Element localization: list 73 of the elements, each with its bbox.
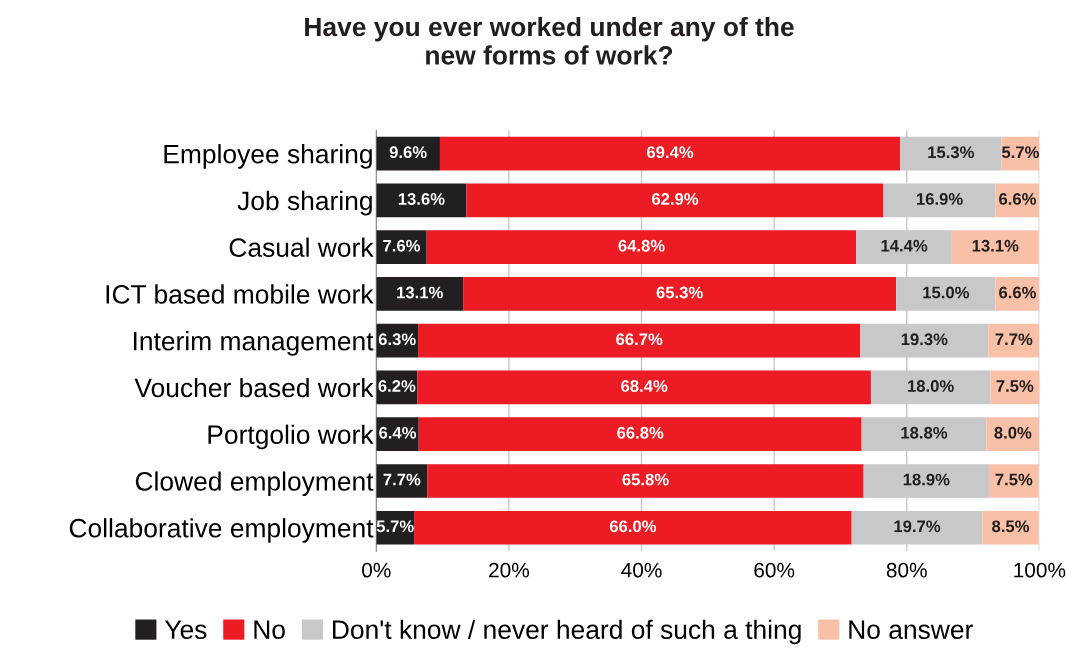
y-tick-label: Job sharing bbox=[237, 190, 372, 216]
bar bbox=[986, 417, 1040, 452]
data-label: 65.3% bbox=[656, 286, 703, 299]
data-label: 66.7% bbox=[616, 333, 663, 346]
x-tick-label: 40% bbox=[621, 562, 662, 578]
y-tick-label: Voucher based work bbox=[134, 377, 374, 398]
legend-label: Don't know / never heard of such a thing bbox=[333, 619, 801, 645]
chart-title: Have you ever worked under any of the new forms of work? bbox=[305, 16, 794, 65]
data-label: 5.7% bbox=[1001, 146, 1040, 159]
bar bbox=[417, 370, 871, 405]
data-label: 6.2% bbox=[378, 380, 416, 392]
bar bbox=[427, 464, 864, 498]
bar bbox=[466, 183, 884, 218]
data-label: 7.7% bbox=[383, 473, 421, 486]
y-tick-label: Clowed employment bbox=[135, 471, 374, 496]
bar bbox=[988, 323, 1040, 358]
data-label: 7.7% bbox=[995, 333, 1033, 346]
bar bbox=[376, 464, 428, 498]
data-label: 19.7% bbox=[894, 520, 941, 533]
x-tick-label: 0% bbox=[362, 562, 391, 578]
bar bbox=[463, 277, 897, 311]
data-label: 9.6% bbox=[389, 146, 427, 159]
y-tick-label: Interim management bbox=[133, 331, 374, 356]
data-label: 5.7% bbox=[376, 520, 414, 533]
bar bbox=[414, 510, 852, 545]
data-label: 65.8% bbox=[622, 473, 669, 486]
data-label: 8.0% bbox=[994, 426, 1032, 439]
data-label: 13.1% bbox=[972, 239, 1019, 252]
data-label: 18.9% bbox=[903, 473, 950, 486]
y-tick-label: Casual work bbox=[229, 237, 374, 257]
x-tick-label: 80% bbox=[886, 562, 927, 578]
data-label: 66.0% bbox=[609, 520, 657, 533]
data-label: 18.8% bbox=[901, 426, 948, 439]
bar bbox=[418, 323, 861, 358]
bar bbox=[951, 230, 1039, 264]
data-label: 68.4% bbox=[621, 380, 668, 392]
data-label: 13.6% bbox=[398, 193, 445, 205]
data-label: 15.3% bbox=[928, 146, 975, 159]
data-label: 13.1% bbox=[397, 286, 443, 299]
legend-label: No bbox=[254, 620, 285, 640]
data-label: 66.8% bbox=[617, 426, 664, 439]
legend-label: No answer bbox=[849, 620, 973, 640]
data-label: 6.6% bbox=[999, 286, 1037, 299]
data-label: 6.4% bbox=[379, 426, 417, 439]
data-label: 16.9% bbox=[916, 193, 963, 205]
y-tick-label: ICT based mobile work bbox=[106, 284, 374, 304]
y-tick-label: Portgolio work bbox=[208, 424, 374, 450]
data-label: 7.6% bbox=[383, 239, 421, 252]
bar bbox=[439, 136, 901, 171]
x-tick-label: 100% bbox=[1014, 562, 1066, 578]
x-tick-label: 20% bbox=[489, 562, 530, 578]
bar bbox=[418, 417, 862, 452]
data-label: 69.4% bbox=[647, 146, 694, 159]
x-tick-label: 60% bbox=[754, 562, 795, 578]
y-tick-label: Collaborative employment bbox=[69, 518, 374, 543]
data-label: 15.0% bbox=[923, 286, 970, 299]
data-label: 14.4% bbox=[881, 239, 928, 252]
legend-label: Yes bbox=[164, 620, 207, 640]
data-label: 62.9% bbox=[651, 193, 699, 205]
y-tick-label: Employee sharing bbox=[164, 144, 372, 169]
bar bbox=[982, 510, 1039, 545]
bar bbox=[376, 230, 427, 264]
data-label: 7.5% bbox=[995, 473, 1033, 486]
data-label: 8.5% bbox=[992, 520, 1030, 533]
data-label: 6.3% bbox=[378, 333, 416, 346]
data-label: 64.8% bbox=[618, 239, 665, 252]
data-label: 7.5% bbox=[996, 380, 1034, 392]
bar bbox=[376, 277, 464, 311]
bar bbox=[426, 230, 857, 264]
bar bbox=[988, 464, 1039, 498]
data-label: 19.3% bbox=[901, 333, 948, 346]
data-label: 6.6% bbox=[999, 193, 1037, 205]
data-label: 18.0% bbox=[908, 380, 954, 392]
